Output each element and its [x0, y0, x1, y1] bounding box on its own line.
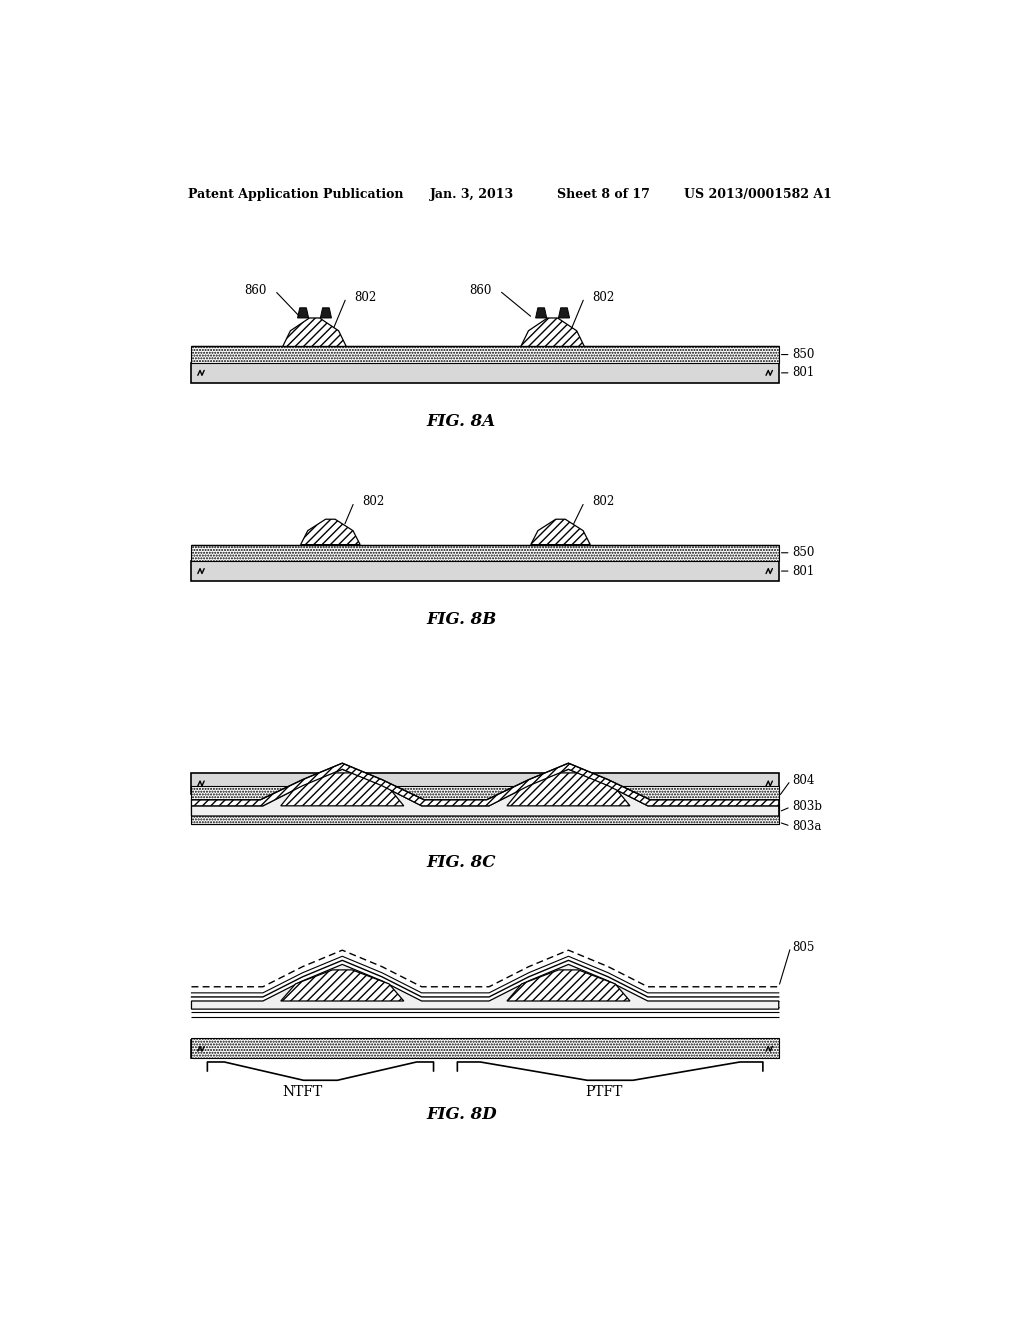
- Text: Patent Application Publication: Patent Application Publication: [187, 189, 403, 202]
- Text: 860: 860: [469, 284, 492, 297]
- Text: Jan. 3, 2013: Jan. 3, 2013: [430, 189, 514, 202]
- Text: PTFT: PTFT: [586, 1085, 623, 1100]
- Polygon shape: [298, 308, 308, 318]
- Polygon shape: [281, 970, 403, 1001]
- Bar: [191, 805, 778, 824]
- Text: 803b: 803b: [793, 800, 822, 813]
- Text: 803a: 803a: [793, 820, 821, 833]
- Bar: [191, 346, 778, 363]
- Text: 850: 850: [793, 348, 815, 362]
- Text: Sheet 8 of 17: Sheet 8 of 17: [557, 189, 649, 202]
- Polygon shape: [281, 774, 403, 805]
- Text: 850: 850: [793, 546, 815, 560]
- Bar: [191, 1040, 778, 1057]
- Bar: [191, 561, 778, 581]
- Text: 802: 802: [362, 495, 384, 508]
- Bar: [191, 363, 778, 383]
- Polygon shape: [301, 519, 360, 545]
- Text: 805: 805: [793, 941, 815, 953]
- Polygon shape: [530, 519, 590, 545]
- Text: 802: 802: [592, 292, 614, 304]
- Text: 801: 801: [793, 367, 814, 379]
- Text: 860: 860: [245, 284, 267, 297]
- Polygon shape: [283, 318, 346, 346]
- Text: US 2013/0001582 A1: US 2013/0001582 A1: [684, 189, 831, 202]
- Polygon shape: [521, 318, 585, 346]
- Text: 804: 804: [793, 774, 815, 787]
- Polygon shape: [191, 770, 778, 816]
- Polygon shape: [191, 965, 778, 1008]
- Bar: [191, 785, 778, 810]
- Polygon shape: [191, 763, 778, 805]
- Text: FIG. 8D: FIG. 8D: [426, 1106, 497, 1123]
- Polygon shape: [321, 308, 332, 318]
- Text: 802: 802: [354, 292, 377, 304]
- Bar: [191, 545, 778, 561]
- Polygon shape: [536, 308, 547, 318]
- Text: FIG. 8B: FIG. 8B: [426, 611, 497, 628]
- Text: NTFT: NTFT: [283, 1085, 323, 1100]
- Text: 801: 801: [793, 565, 814, 578]
- Text: FIG. 8A: FIG. 8A: [427, 413, 496, 430]
- Text: 802: 802: [592, 495, 614, 508]
- Polygon shape: [507, 774, 630, 805]
- Polygon shape: [558, 308, 569, 318]
- Bar: [191, 1038, 778, 1057]
- Bar: [191, 774, 778, 793]
- Polygon shape: [507, 970, 630, 1001]
- Text: FIG. 8C: FIG. 8C: [427, 854, 496, 871]
